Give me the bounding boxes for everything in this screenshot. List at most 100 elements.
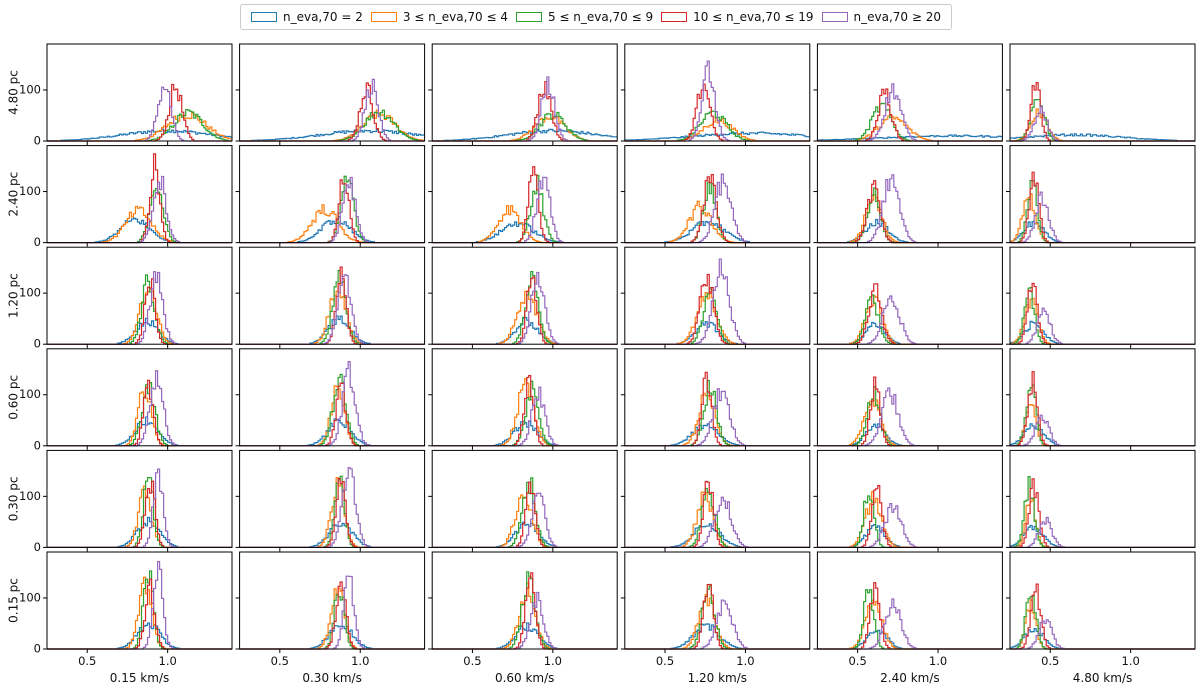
panel-3-0 (46, 348, 233, 447)
histogram-2-4-series-3 (817, 283, 1003, 345)
histogram-4-4-series-1 (817, 491, 1003, 548)
x-tick-label: 0.5 (1041, 654, 1059, 668)
histogram-0-0-series-0 (47, 128, 232, 142)
histogram-3-4-series-1 (817, 398, 1003, 447)
histogram-1-0-series-4 (47, 175, 232, 244)
histogram-4-4-series-4 (817, 503, 1003, 548)
panel-1-5 (1009, 145, 1196, 244)
histogram-0-2-series-1 (432, 116, 618, 142)
histogram-2-4-series-4 (817, 295, 1003, 345)
legend-swatch-red (661, 12, 688, 22)
histogram-1-0-series-1 (47, 205, 232, 244)
histogram-0-3-series-1 (624, 117, 810, 142)
y-tick-label: 100 (19, 590, 41, 604)
y-tick-label: 0 (34, 235, 41, 249)
x-tick-label: 0.5 (271, 654, 289, 668)
panel-2-3 (624, 246, 811, 345)
column-label: 4.80 km/s (1073, 671, 1132, 685)
panel-3-2 (431, 348, 618, 447)
row-label: 4.80 pc (7, 70, 21, 115)
panel-1-3 (624, 145, 811, 244)
histogram-3-4-series-4 (817, 387, 1003, 447)
panel-4-2 (431, 449, 618, 548)
y-tick-label: 100 (19, 184, 41, 198)
legend-swatch-green (515, 12, 542, 22)
panel-5-3 (624, 551, 811, 650)
histogram-3-2-series-0 (432, 420, 618, 447)
y-tick-label: 100 (19, 82, 41, 96)
histogram-5-2-series-3 (432, 572, 618, 650)
x-tick-label: 1.0 (544, 654, 562, 668)
y-tick-label: 0 (34, 642, 41, 656)
histogram-1-0-series-3 (47, 153, 232, 244)
x-tick-label: 1.0 (351, 654, 369, 668)
histogram-3-4-series-2 (817, 386, 1003, 447)
histogram-0-2-series-0 (432, 128, 618, 142)
row-label: 0.60 pc (7, 375, 21, 420)
x-tick-label: 0.5 (656, 654, 674, 668)
panel-5-0 (46, 551, 233, 650)
panel-3-1 (239, 348, 426, 447)
x-tick-label: 1.0 (736, 654, 754, 668)
panel-4-1 (239, 449, 426, 548)
histogram-1-0-series-2 (47, 188, 232, 244)
x-tick-label: 1.0 (159, 654, 177, 668)
histogram-4-0-series-1 (47, 485, 232, 548)
histogram-1-4-series-1 (817, 194, 1003, 244)
panel-1-2 (431, 145, 618, 244)
legend-label: n_eva,70 = 2 (282, 10, 363, 24)
histogram-1-4-series-4 (817, 174, 1003, 244)
histogram-0-1-series-2 (239, 109, 425, 142)
panel-1-0 (46, 145, 233, 244)
x-tick-label: 0.5 (848, 654, 866, 668)
panel-3-5 (1009, 348, 1196, 447)
histogram-5-4-series-4 (817, 598, 1003, 650)
column-label: 1.20 km/s (688, 671, 747, 685)
histogram-4-2-series-3 (432, 481, 618, 548)
histogram-1-4-series-2 (817, 187, 1003, 244)
histogram-1-1-series-4 (239, 176, 425, 244)
legend-label: 5 ≤ n_eva,70 ≤ 9 (547, 10, 654, 24)
histogram-4-4-series-2 (817, 495, 1003, 548)
histogram-4-1-series-3 (239, 478, 425, 548)
panel-2-0 (46, 246, 233, 345)
x-tick-label: 1.0 (1122, 654, 1140, 668)
legend-item-n5to9: 5 ≤ n_eva,70 ≤ 9 (515, 10, 654, 24)
legend-swatch-orange (370, 12, 397, 22)
histogram-3-2-series-3 (432, 375, 618, 447)
row-label: 0.15 pc (7, 578, 21, 623)
histogram-5-3-series-4 (624, 599, 810, 650)
panel-0-3 (624, 43, 811, 142)
column-label: 2.40 km/s (880, 671, 939, 685)
histogram-5-2-series-0 (432, 622, 618, 650)
histogram-3-4-series-3 (817, 376, 1003, 447)
histogram-4-4-series-3 (817, 485, 1003, 548)
histogram-5-4-series-3 (817, 582, 1003, 650)
y-tick-label: 0 (34, 134, 41, 148)
histogram-0-2-series-2 (432, 111, 618, 142)
histogram-1-2-series-3 (432, 166, 618, 244)
legend-swatch-purple (821, 12, 848, 22)
panel-3-3 (624, 348, 811, 447)
histogram-0-0-series-2 (47, 108, 232, 142)
histogram-0-0-series-3 (47, 83, 232, 142)
legend-item-n3to4: 3 ≤ n_eva,70 ≤ 4 (370, 10, 508, 24)
histogram-3-0-series-3 (47, 379, 232, 447)
legend-label: 10 ≤ n_eva,70 ≤ 19 (693, 10, 814, 24)
histogram-0-4-series-4 (817, 83, 1003, 142)
panel-4-0 (46, 449, 233, 548)
panel-4-3 (624, 449, 811, 548)
histogram-4-0-series-3 (47, 480, 232, 548)
legend-swatch-blue (250, 12, 277, 22)
row-label: 2.40 pc (7, 172, 21, 217)
row-label: 0.30 pc (7, 477, 21, 522)
panel-5-1 (239, 551, 426, 650)
column-label: 0.30 km/s (302, 671, 361, 685)
y-tick-label: 100 (19, 286, 41, 300)
panel-2-4 (816, 246, 1003, 345)
panel-5-4 (816, 551, 1003, 650)
panel-1-4 (816, 145, 1003, 244)
histogram-5-1-series-3 (239, 581, 425, 650)
histogram-2-4-series-1 (817, 295, 1003, 345)
histogram-0-5-series-0 (1010, 133, 1195, 142)
